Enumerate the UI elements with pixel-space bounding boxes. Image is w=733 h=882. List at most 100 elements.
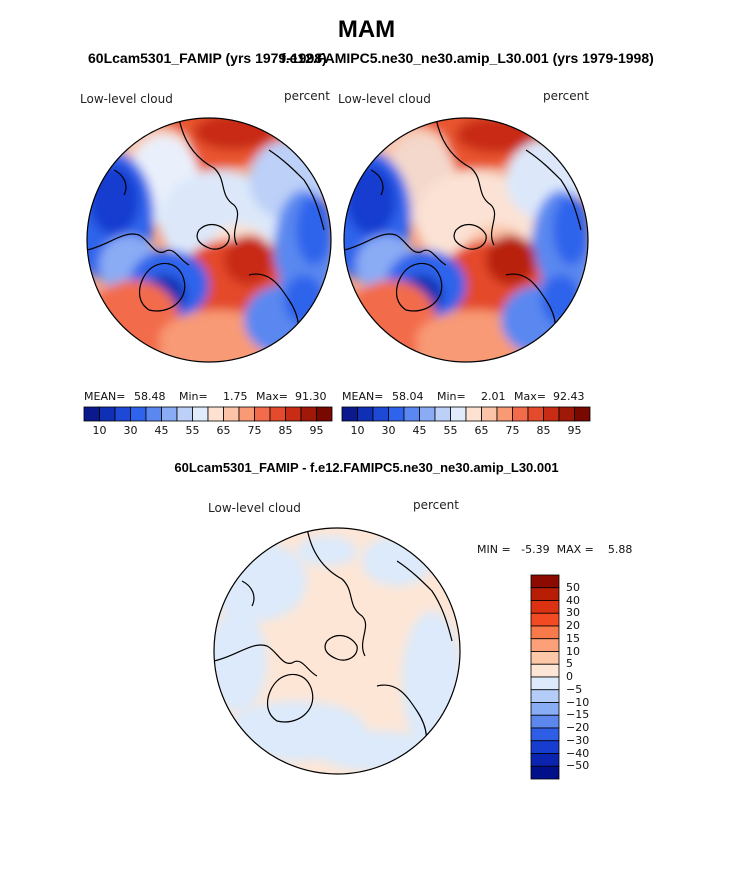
diff-colorbar-swatch [530,625,560,640]
panel2-colorbar-swatch [450,406,467,422]
panel1-colorbar-swatch [269,406,286,422]
panel1-colorbar-swatch [145,406,162,422]
panel1-polar-map [86,117,332,363]
panel2-max-value: 92.43 [553,390,585,403]
difference-polar-map [213,527,461,775]
panel1-colorbar-swatch [285,406,302,422]
panel1-colorbar-swatch [207,406,224,422]
case1-title: 60Lcam5301_FAMIP (yrs 1979-1998) [88,50,327,66]
panel2-polar-map [343,117,589,363]
diff-colorbar-tick-label: −50 [566,759,590,773]
diff-colorbar-ticks: 50 40 30 20 15 10 5 0 −5 −10 −15 −20 −30 −40 −50 [566,575,606,779]
panel1-variable-label: Low-level cloud [80,92,173,106]
panel1-max-label: Max= [256,390,288,403]
panel1-mean-label: MEAN= [84,390,126,403]
panel1-max-value: 91.30 [295,390,327,403]
panel1-colorbar-tick-label: 55 [185,424,200,437]
panel2-colorbar-swatch [481,406,498,422]
panel1-colorbar-tick-label: 65 [216,424,231,437]
diff-colorbar-swatch [530,638,560,652]
diff-colorbar-swatch [530,651,560,665]
panel1-min-value: 1.75 [223,390,248,403]
panel1-colorbar-tick-label: 75 [247,424,262,437]
panel2-colorbar-swatch [496,406,513,422]
diff-colorbar-tick-label: 20 [566,619,580,632]
panel2-colorbar-ticks: 10 30 45 55 65 75 85 95 [342,424,590,438]
panel2-colorbar-swatch [574,406,591,422]
diff-colorbar-tick-label: 0 [566,670,573,683]
panel2-colorbar-swatch [558,406,575,422]
panel1-colorbar-swatch [130,406,147,422]
panel2-colorbar-swatch [527,406,544,422]
panel1-min-label: Min= [179,390,208,403]
diff-colorbar-tick-label: 5 [566,657,573,671]
diff-colorbar-swatch [530,612,560,627]
diff-colorbar-swatch [530,600,560,614]
panel1-colorbar-tick-label: 95 [309,424,324,437]
panel2-colorbar-swatch [372,406,389,422]
diff-colorbar-tick-label: −10 [566,695,590,709]
diff-colorbar-swatch [530,587,560,601]
panel2-colorbar-tick-label: 85 [536,424,551,437]
diff-colorbar-swatch [530,753,560,767]
panel2-colorbar-tick-label: 55 [443,424,458,437]
panel2-mean-label: MEAN= [342,390,384,403]
diff-colorbar-tick-label: −20 [566,721,590,734]
panel2-colorbar-swatch [419,406,436,422]
diff-colorbar-tick-label: 30 [566,606,580,620]
panel2-colorbar [341,406,591,422]
panel2-units-label: percent [543,89,589,103]
panel1-colorbar-swatch [114,406,131,422]
figure-title: MAM [337,16,396,43]
panel1-colorbar [83,406,333,422]
diff-colorbar-swatch [530,663,560,678]
diff-colorbar [530,574,560,780]
panel1-colorbar-swatch [83,406,100,422]
panel1-colorbar-swatch [192,406,209,422]
diff-colorbar-swatch [530,676,560,691]
panel1-colorbar-swatch [176,406,193,422]
diff-colorbar-tick-label: −40 [566,746,590,760]
panel1-colorbar-swatch [316,406,333,422]
panel1-units-label: percent [284,89,330,103]
panel1-colorbar-swatch [238,406,255,422]
difference-title: 60Lcam5301_FAMIP - f.e12.FAMIPC5.ne30_ne… [174,460,559,475]
panel1-colorbar-ticks: 10 30 45 55 65 75 85 95 [84,424,332,438]
panel2-colorbar-tick-label: 45 [412,424,427,437]
panel2-colorbar-tick-label: 75 [505,424,520,437]
panel1-colorbar-tick-label: 30 [123,424,138,437]
panel1-colorbar-tick-label: 45 [154,424,169,437]
panel1-colorbar-tick-label: 10 [92,424,107,437]
diff-colorbar-tick-label: −30 [566,733,590,747]
diff-colorbar-swatch [530,727,560,742]
diff-colorbar-tick-label: 15 [566,631,580,645]
panel2-colorbar-swatch [357,406,374,422]
diff-colorbar-swatch [530,740,560,754]
panel1-mean-value: 58.48 [134,390,166,403]
diff-colorbar-swatch [530,765,560,780]
panel1-colorbar-swatch [254,406,271,422]
diff-colorbar-swatch [530,574,560,589]
diff-colorbar-swatch [530,689,560,703]
diff-variable-label: Low-level cloud [208,501,301,515]
diff-colorbar-swatch [530,702,560,716]
diff-colorbar-tick-label: 50 [566,580,580,594]
panel1-colorbar-swatch [161,406,178,422]
panel2-colorbar-swatch [465,406,482,422]
diff-colorbar-tick-label: −5 [566,682,583,696]
panel2-colorbar-swatch [388,406,405,422]
panel1-colorbar-swatch [300,406,317,422]
panel2-colorbar-tick-label: 95 [567,424,582,437]
panel2-colorbar-tick-label: 65 [474,424,489,437]
diff-stats: MIN = -5.39 MAX = 5.88 [477,543,633,556]
diff-colorbar-swatch [530,714,560,729]
panel2-min-value: 2.01 [481,390,506,403]
panel2-colorbar-tick-label: 30 [381,424,396,437]
panel2-colorbar-swatch [403,406,420,422]
panel1-colorbar-swatch [223,406,240,422]
panel2-variable-label: Low-level cloud [338,92,431,106]
panel2-colorbar-swatch [434,406,451,422]
panel2-mean-value: 58.04 [392,390,424,403]
panel2-colorbar-tick-label: 10 [350,424,365,437]
diff-units-label: percent [413,498,459,512]
